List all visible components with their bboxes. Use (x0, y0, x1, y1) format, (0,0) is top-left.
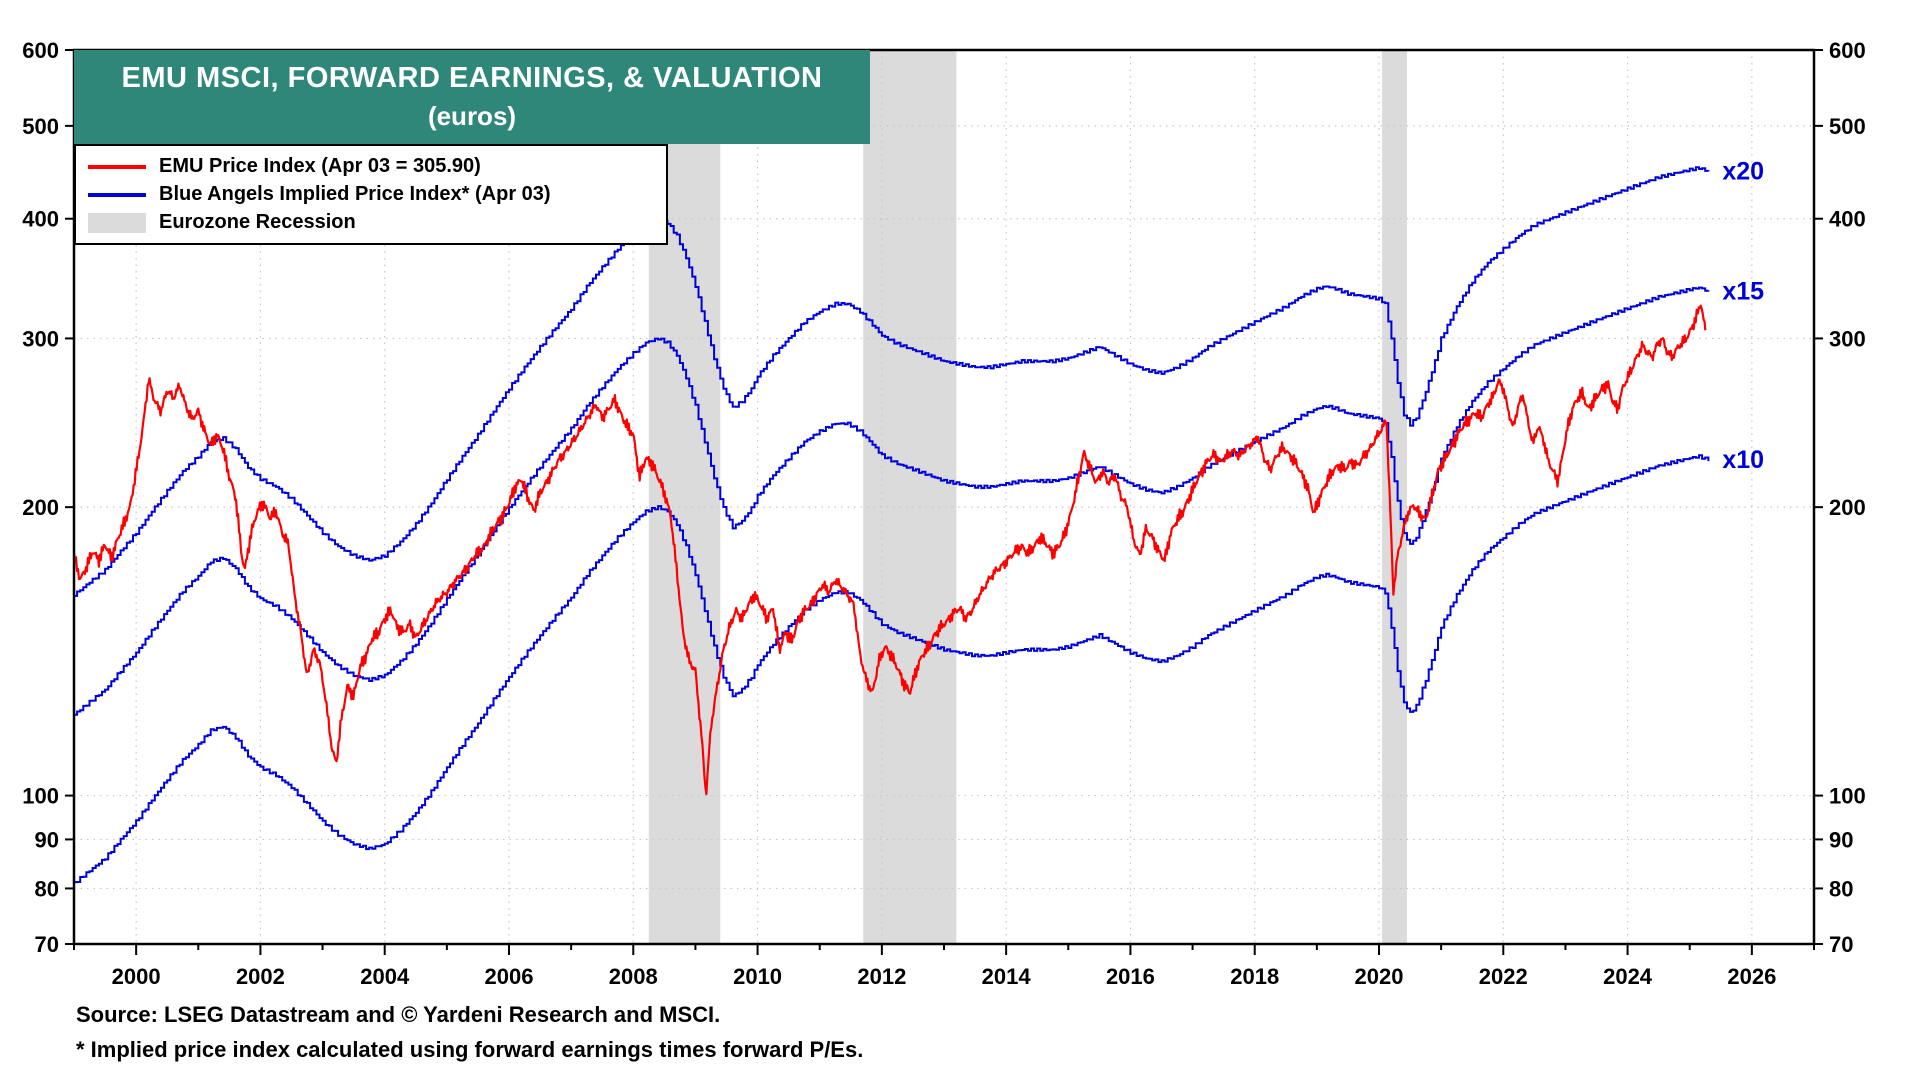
legend-label-blue-angels: Blue Angels Implied Price Index* (Apr 03… (159, 183, 551, 205)
series-label-x10: x10 (1722, 446, 1764, 474)
series-label-x20: x20 (1722, 158, 1764, 186)
x-axis-label: 2010 (733, 964, 782, 989)
x-axis-label: 2020 (1355, 964, 1404, 989)
x-axis-label: 2000 (112, 964, 161, 989)
chart-subtitle: (euros) (427, 101, 517, 131)
x-axis-label: 2016 (1106, 964, 1155, 989)
x-axis-label: 2002 (236, 964, 285, 989)
footnotes: Source: LSEG Datastream and © Yardeni Re… (76, 1002, 863, 1063)
x-axis-label: 2026 (1727, 964, 1776, 989)
y-axis-label-right: 500 (1829, 114, 1866, 139)
y-axis-label-left: 100 (22, 784, 59, 809)
series-label-x15: x15 (1722, 277, 1764, 305)
legend-item-eurozone-recession: Eurozone Recession (88, 211, 654, 234)
legend-label-eurozone-recession: Eurozone Recession (159, 211, 356, 233)
y-axis-label-right: 100 (1829, 784, 1866, 809)
y-axis-label-left: 80 (35, 876, 59, 901)
y-axis-label-left: 600 (22, 38, 59, 63)
y-axis-label-right: 600 (1829, 38, 1866, 63)
legend-item-emu-price-index: EMU Price Index (Apr 03 = 305.90) (88, 155, 654, 178)
recession-swatch (88, 212, 146, 233)
recession-band (863, 50, 957, 944)
y-axis-label-left: 200 (22, 495, 59, 520)
y-axis-label-right: 80 (1829, 876, 1853, 901)
legend-item-blue-angels: Blue Angels Implied Price Index* (Apr 03… (88, 183, 654, 206)
x-axis-label: 2004 (360, 964, 410, 989)
y-axis-label-left: 90 (35, 827, 59, 852)
x-axis-label: 2006 (485, 964, 534, 989)
chart-title: EMU MSCI, FORWARD EARNINGS, & VALUATION (121, 62, 823, 94)
red-line-swatch (88, 164, 146, 169)
source-note: Source: LSEG Datastream and © Yardeni Re… (76, 1002, 721, 1027)
y-axis-label-right: 70 (1829, 932, 1853, 957)
y-axis-label-left: 500 (22, 114, 59, 139)
blue-line-swatch (88, 192, 146, 197)
legend-label-emu-price-index: EMU Price Index (Apr 03 = 305.90) (159, 155, 481, 177)
x-axis-label: 2014 (982, 964, 1032, 989)
y-axis-label-right: 90 (1829, 827, 1853, 852)
y-axis-label-left: 70 (35, 932, 59, 957)
blue-angels-line-x10 (74, 454, 1710, 884)
x-axis-label: 2008 (609, 964, 658, 989)
emu-price-index-line (72, 304, 1707, 796)
x-axis-label: 2018 (1230, 964, 1279, 989)
y-axis-label-right: 400 (1829, 207, 1866, 232)
y-axis-label-right: 200 (1829, 495, 1866, 520)
y-axis-label-left: 400 (22, 207, 59, 232)
x-axis-label: 2012 (857, 964, 906, 989)
blue-angels-line-x20 (74, 166, 1710, 597)
y-axis-label-left: 300 (22, 326, 59, 351)
chart-title-box: EMU MSCI, FORWARD EARNINGS, & VALUATION … (74, 50, 870, 144)
x-axis-label: 2022 (1479, 964, 1528, 989)
x-axis-label: 2024 (1603, 964, 1653, 989)
recession-band (1382, 50, 1407, 944)
methodology-note: * Implied price index calculated using f… (76, 1037, 864, 1062)
legend: EMU Price Index (Apr 03 = 305.90) Blue A… (74, 144, 668, 245)
y-axis-label-right: 300 (1829, 326, 1866, 351)
